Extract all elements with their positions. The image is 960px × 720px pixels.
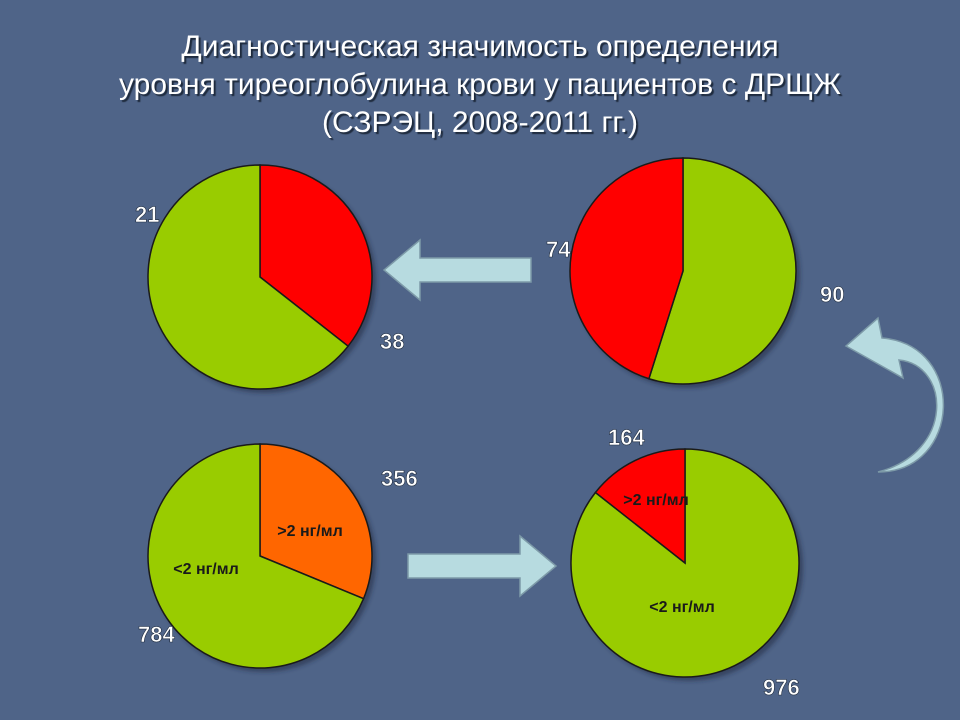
slice-value-label: 21 bbox=[135, 202, 159, 227]
pie-chart-top-right: 90 74 bbox=[546, 157, 845, 385]
pie-slice bbox=[647, 157, 797, 385]
title-line-2: уровня тиреоглобулина крови у пациентов … bbox=[118, 68, 842, 101]
slice-category-label: >2 нг/мл bbox=[277, 523, 342, 540]
slice-category-label: >2 нг/мл bbox=[623, 492, 688, 509]
slice-value-label: 976 bbox=[763, 675, 800, 700]
slice-value-label: 356 bbox=[381, 466, 418, 491]
left-arrow-icon bbox=[382, 238, 532, 302]
slice-category-label: <2 нг/мл bbox=[649, 599, 714, 616]
slice-value-label: 74 bbox=[546, 237, 571, 262]
pie-chart-bottom-right: 976 <2 нг/мл 164 >2 нг/мл bbox=[570, 425, 800, 700]
pie-slice bbox=[259, 164, 373, 348]
pie-chart-top-left: 21 38 bbox=[135, 164, 405, 390]
slice-category-label: <2 нг/мл bbox=[173, 561, 238, 578]
slice-value-label: 784 bbox=[138, 622, 175, 647]
pie-slice bbox=[147, 164, 350, 390]
slide-title: Диагностическая значимость определения у… bbox=[0, 28, 960, 142]
right-arrow-icon bbox=[407, 534, 558, 598]
slice-value-label: 90 bbox=[820, 282, 844, 307]
slice-value-label: 38 bbox=[380, 329, 404, 354]
pie-chart-bottom-left: 356 >2 нг/мл 784 <2 нг/мл bbox=[138, 443, 418, 669]
pie-slice bbox=[569, 157, 684, 380]
pie-slice bbox=[147, 443, 365, 669]
pie-slice bbox=[594, 448, 686, 565]
pie-slice bbox=[259, 443, 373, 600]
curved-arrow-icon bbox=[844, 316, 945, 473]
title-line-1: Диагностическая значимость определения bbox=[181, 30, 779, 63]
title-line-3: (СЗРЭЦ, 2008-2011 гг.) bbox=[322, 106, 638, 139]
slice-value-label: 164 bbox=[608, 425, 645, 450]
